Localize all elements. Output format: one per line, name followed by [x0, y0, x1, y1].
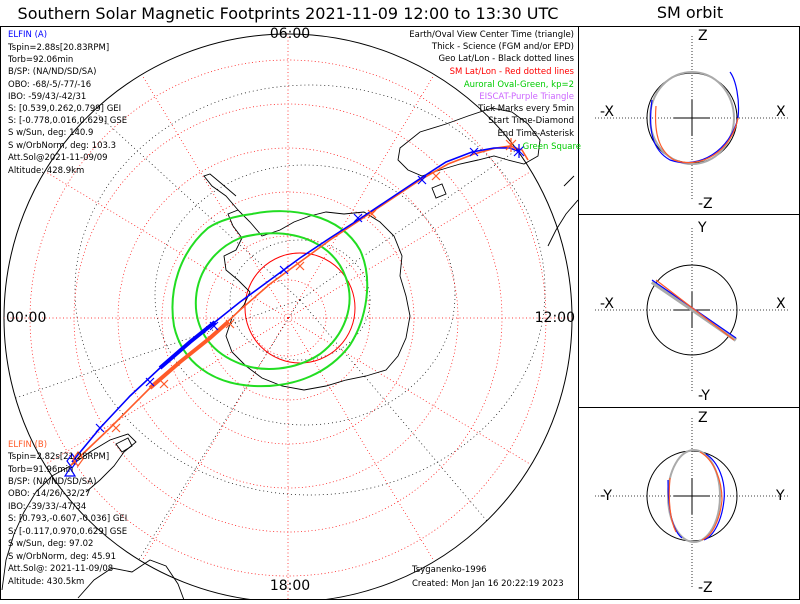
south-america-coastline	[1, 433, 137, 591]
page-title: Southern Solar Magnetic Footprints 2021-…	[18, 4, 559, 23]
axis-label-left: -Y	[600, 488, 612, 504]
orbit-title: SM orbit	[657, 3, 723, 22]
polar-map	[1, 33, 578, 600]
elfin-a-end-asterisk	[513, 144, 525, 158]
axis-label-bottom: -Z	[698, 196, 713, 212]
time-label-bottom: 18:00	[270, 578, 310, 594]
elfin-a-line: S: [-0.778,0.016,0.629] GSE	[8, 116, 127, 126]
legend-entry: Geo Lat/Lon - Black dotted lines	[438, 54, 574, 64]
elfin-a-line: Att.Sol@2021-11-09/09	[8, 153, 108, 163]
elfin-b-line: Att.Sol@: 2021-11-09/08	[8, 564, 113, 574]
elfin-b-line: S: [0.793,-0.607,-0.036] GEI	[8, 514, 127, 524]
orbit-panel-1: Z -Z -X X	[595, 28, 790, 212]
legend-entry: Thick - Science (FGM and/or EPD)	[431, 42, 574, 52]
elfin-b-info: ELFIN (B) Tspin=2.82s[21.28RPM] Torb=91.…	[7, 440, 127, 587]
elfin-a-science	[158, 320, 217, 370]
orbit-panel-3: Z -Z -Y Y	[595, 410, 790, 596]
created-timestamp: Created: Mon Jan 16 20:22:19 2023	[412, 579, 564, 589]
legend-entry: SM Lat/Lon - Red dotted lines	[450, 67, 575, 77]
elfin-b-end-asterisk	[505, 138, 517, 152]
axis-label-right: X	[776, 296, 786, 312]
tierra-del-fuego	[115, 437, 133, 453]
sm-pole-circle	[244, 252, 356, 364]
elfin-a-line: B/SP: (NA/ND/SD/SA)	[8, 67, 96, 77]
auroral-oval-outer	[171, 210, 369, 388]
africa-coastline	[77, 559, 185, 600]
elfin-a-line: S w/Sun, deg: 140.9	[8, 128, 93, 138]
australia-coastline	[397, 107, 541, 177]
legend-entry: End Time-Asterisk	[497, 129, 574, 139]
time-label-left: 00:00	[6, 310, 46, 326]
elfin-b-line: B/SP: (NA/ND/SD/SA)	[8, 477, 96, 487]
legend: Earth/Oval View Center Time (triangle) T…	[409, 30, 581, 152]
elfin-b-line: Torb=91.96min	[7, 465, 73, 475]
elfin-b-line: S w/OrbNorm, deg: 45.91	[8, 552, 116, 562]
time-label-right: 12:00	[535, 310, 575, 326]
elfin-a-line: Tspin=2.88s[20.83RPM]	[7, 43, 109, 53]
model-credit: Tsyganenko-1996	[411, 565, 487, 575]
elfin-b-line: S w/Sun, deg: 97.02	[8, 539, 93, 549]
elfin-b-start-diamond	[72, 450, 84, 468]
legend-entry: Start Time-Diamond	[488, 116, 574, 126]
view-center-triangle	[63, 466, 77, 477]
auroral-oval-inner	[194, 232, 351, 370]
elfin-a-line: S: [0.539,0.262,0.799] GEI	[8, 104, 121, 114]
elfin-a-line: OBO: -68/-5/-77/-16	[8, 80, 91, 90]
elfin-a-line: S w/OrbNorm, deg: 103.3	[8, 141, 116, 151]
sm-grid	[4, 34, 572, 600]
elfin-b-line: S: [-0.117,0.970,0.629] GSE	[8, 527, 127, 537]
axis-label-right: X	[776, 104, 786, 120]
elfin-a-line: Torb=92.06min	[7, 55, 73, 65]
axis-label-top: Z	[698, 28, 708, 44]
elfin-a-line: IBO: -59/43/-42/31	[8, 92, 86, 102]
elfin-a-info: ELFIN (A) Tspin=2.88s[20.83RPM] Torb=92.…	[7, 30, 127, 176]
elfin-a-start-diamond	[66, 452, 78, 470]
legend-entry: Auroral Oval-Green, kp=2	[464, 80, 574, 90]
elfin-b-line: OBO: -14/26/-32/27	[8, 489, 90, 499]
axis-label-top: Z	[698, 410, 708, 426]
legend-entry: Tick Marks every 5min	[477, 104, 574, 114]
elfin-b-name: ELFIN (B)	[8, 440, 47, 450]
elfin-a-trajectory	[71, 147, 521, 463]
legend-entry: EISCAT-Purple Triangle	[479, 92, 574, 102]
elfin-b-line: IBO: -39/33/-47/34	[8, 502, 86, 512]
legend-entry: Green Square	[523, 142, 581, 152]
axis-label-bottom: -Y	[698, 388, 710, 404]
elfin-a-line: Altitude: 428.9km	[8, 166, 84, 176]
axis-label-top: Y	[697, 220, 707, 236]
elfin-a-ticks	[95, 147, 479, 433]
tasmania-coastline	[431, 183, 447, 199]
legend-entry: Earth/Oval View Center Time (triangle)	[409, 30, 574, 40]
elfin-b-trajectory	[69, 145, 529, 467]
earth-circle	[646, 264, 738, 356]
new-zealand-coastline	[547, 175, 578, 247]
axis-label-left: -X	[600, 296, 614, 312]
time-label-top: 06:00	[270, 26, 310, 42]
axis-label-left: -X	[600, 104, 614, 120]
elfin-b-line: Altitude: 430.5km	[8, 577, 84, 587]
elfin-a-name: ELFIN (A)	[8, 30, 47, 40]
elfin-b-science	[148, 320, 230, 390]
elfin-b-line: Tspin=2.82s[21.28RPM]	[7, 452, 109, 462]
orbit-panel-2: Y -Y -X X	[595, 220, 790, 404]
elfin-b-ticks	[111, 171, 441, 433]
orbit-frame-1	[578, 26, 800, 215]
axis-label-right: Y	[775, 488, 785, 504]
antarctic-peninsula	[203, 173, 239, 211]
axis-label-bottom: -Z	[698, 580, 713, 596]
